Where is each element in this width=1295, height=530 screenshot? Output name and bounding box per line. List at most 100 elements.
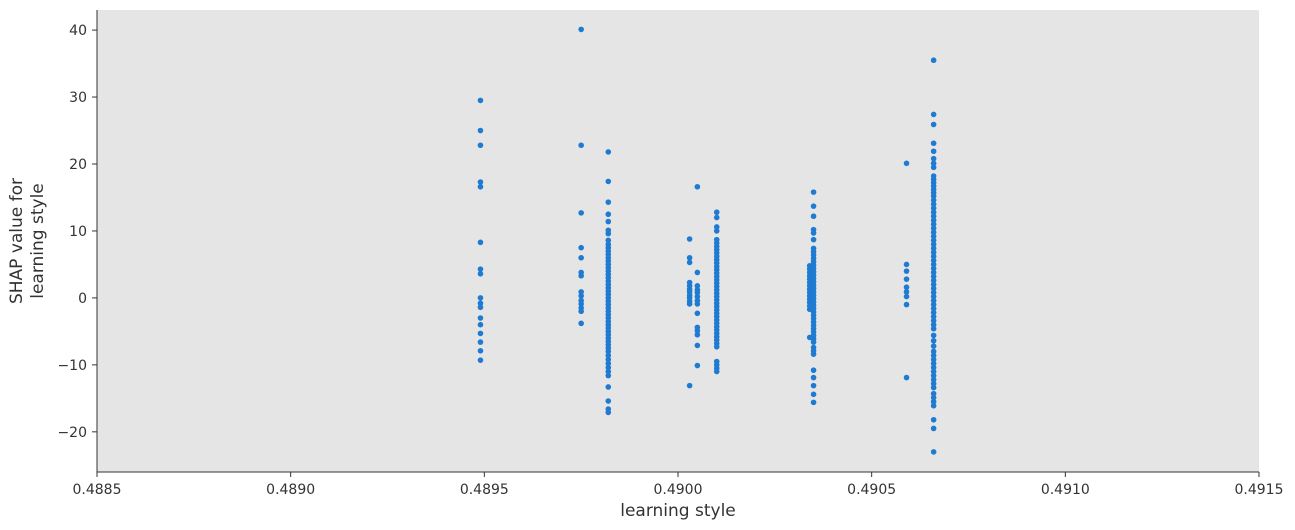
scatter-point bbox=[578, 210, 584, 216]
scatter-point bbox=[605, 372, 612, 379]
scatter-point bbox=[694, 331, 701, 338]
scatter-point bbox=[713, 214, 720, 221]
scatter-point bbox=[810, 399, 817, 406]
scatter-point bbox=[930, 356, 937, 363]
scatter-point bbox=[810, 339, 817, 345]
scatter-point bbox=[713, 343, 720, 350]
y-axis-title-line-2: learning style bbox=[28, 183, 48, 299]
scatter-point bbox=[686, 301, 693, 307]
scatter-point bbox=[930, 197, 937, 203]
scatter-point bbox=[930, 380, 937, 387]
scatter-point bbox=[930, 372, 937, 379]
scatter-point bbox=[930, 293, 937, 300]
scatter-point bbox=[605, 364, 612, 371]
scatter-point bbox=[930, 305, 937, 312]
scatter-point bbox=[605, 398, 612, 404]
scatter-point bbox=[605, 149, 612, 155]
scatter-point bbox=[930, 205, 937, 211]
scatter-point bbox=[477, 339, 484, 345]
scatter-point bbox=[903, 374, 910, 381]
scatter-point bbox=[810, 203, 817, 209]
scatter-point bbox=[930, 360, 937, 367]
scatter-point bbox=[930, 281, 937, 288]
scatter-point bbox=[903, 160, 910, 167]
scatter-point bbox=[578, 254, 584, 261]
scatter-point bbox=[930, 301, 937, 308]
scatter-point bbox=[930, 273, 937, 280]
scatter-point bbox=[477, 315, 484, 321]
scatter-point bbox=[477, 271, 484, 277]
scatter-point bbox=[930, 368, 937, 375]
scatter-point bbox=[578, 26, 584, 33]
y-axis-title-line-1: SHAP value for bbox=[7, 178, 27, 304]
scatter-point bbox=[930, 289, 937, 296]
scatter-point bbox=[694, 301, 701, 307]
x-tick-label: 0.4915 bbox=[1235, 482, 1284, 498]
scatter-point bbox=[578, 244, 584, 251]
plot-background bbox=[97, 10, 1259, 472]
x-tick-label: 0.4885 bbox=[73, 482, 122, 498]
scatter-point bbox=[930, 209, 937, 216]
scatter-point bbox=[605, 178, 612, 185]
scatter-point bbox=[810, 230, 817, 236]
scatter-point bbox=[930, 376, 937, 383]
scatter-point bbox=[578, 308, 584, 315]
scatter-point bbox=[903, 293, 910, 300]
scatter-point bbox=[810, 213, 817, 220]
scatter-point bbox=[930, 57, 937, 64]
x-axis-title: learning style bbox=[620, 501, 736, 521]
scatter-point bbox=[930, 253, 937, 260]
scatter-point bbox=[694, 183, 701, 190]
scatter-point bbox=[605, 360, 612, 367]
scatter-point bbox=[686, 382, 693, 389]
scatter-point bbox=[810, 382, 817, 389]
scatter-point bbox=[605, 230, 612, 237]
scatter-point bbox=[713, 228, 720, 234]
scatter-point bbox=[477, 330, 484, 337]
scatter-point bbox=[713, 368, 720, 375]
scatter-point bbox=[578, 142, 584, 149]
scatter-point bbox=[810, 391, 817, 398]
scatter-point bbox=[477, 179, 484, 185]
scatter-point bbox=[930, 233, 937, 240]
scatter-point bbox=[477, 295, 484, 301]
scatter-point bbox=[930, 285, 937, 292]
scatter-point bbox=[810, 374, 817, 381]
x-tick-label: 0.4895 bbox=[460, 482, 509, 498]
scatter-point bbox=[686, 254, 693, 261]
scatter-point bbox=[477, 127, 484, 134]
scatter-point bbox=[930, 229, 937, 236]
scatter-point bbox=[477, 348, 484, 354]
scatter-point bbox=[477, 300, 484, 307]
scatter-point bbox=[605, 211, 612, 218]
scatter-point bbox=[477, 304, 484, 311]
scatter-point bbox=[930, 261, 937, 268]
scatter-point bbox=[930, 317, 937, 324]
scatter-point bbox=[930, 309, 937, 316]
scatter-point bbox=[930, 343, 937, 349]
scatter-point bbox=[930, 249, 937, 256]
scatter-point bbox=[930, 225, 937, 232]
scatter-point bbox=[903, 289, 910, 295]
scatter-point bbox=[930, 241, 937, 248]
scatter-point bbox=[810, 236, 817, 243]
scatter-point bbox=[605, 368, 612, 375]
scatter-point bbox=[930, 384, 937, 391]
scatter-point bbox=[930, 217, 937, 224]
scatter-point bbox=[930, 111, 937, 118]
scatter-point bbox=[930, 193, 937, 199]
scatter-point bbox=[578, 273, 584, 279]
y-tick-label: −20 bbox=[57, 425, 87, 441]
scatter-point bbox=[605, 199, 612, 205]
x-tick-label: 0.4900 bbox=[654, 482, 703, 498]
scatter-point bbox=[930, 221, 937, 228]
x-tick-label: 0.4910 bbox=[1041, 482, 1090, 498]
scatter-point bbox=[930, 245, 937, 252]
scatter-point bbox=[930, 164, 937, 171]
y-tick-label: 20 bbox=[69, 157, 87, 173]
scatter-point bbox=[903, 261, 910, 268]
y-axis-ticks: −20 −10 0 10 20 30 40 bbox=[57, 23, 97, 441]
scatter-point bbox=[930, 269, 937, 276]
scatter-point bbox=[477, 266, 484, 272]
scatter-point bbox=[694, 289, 701, 296]
